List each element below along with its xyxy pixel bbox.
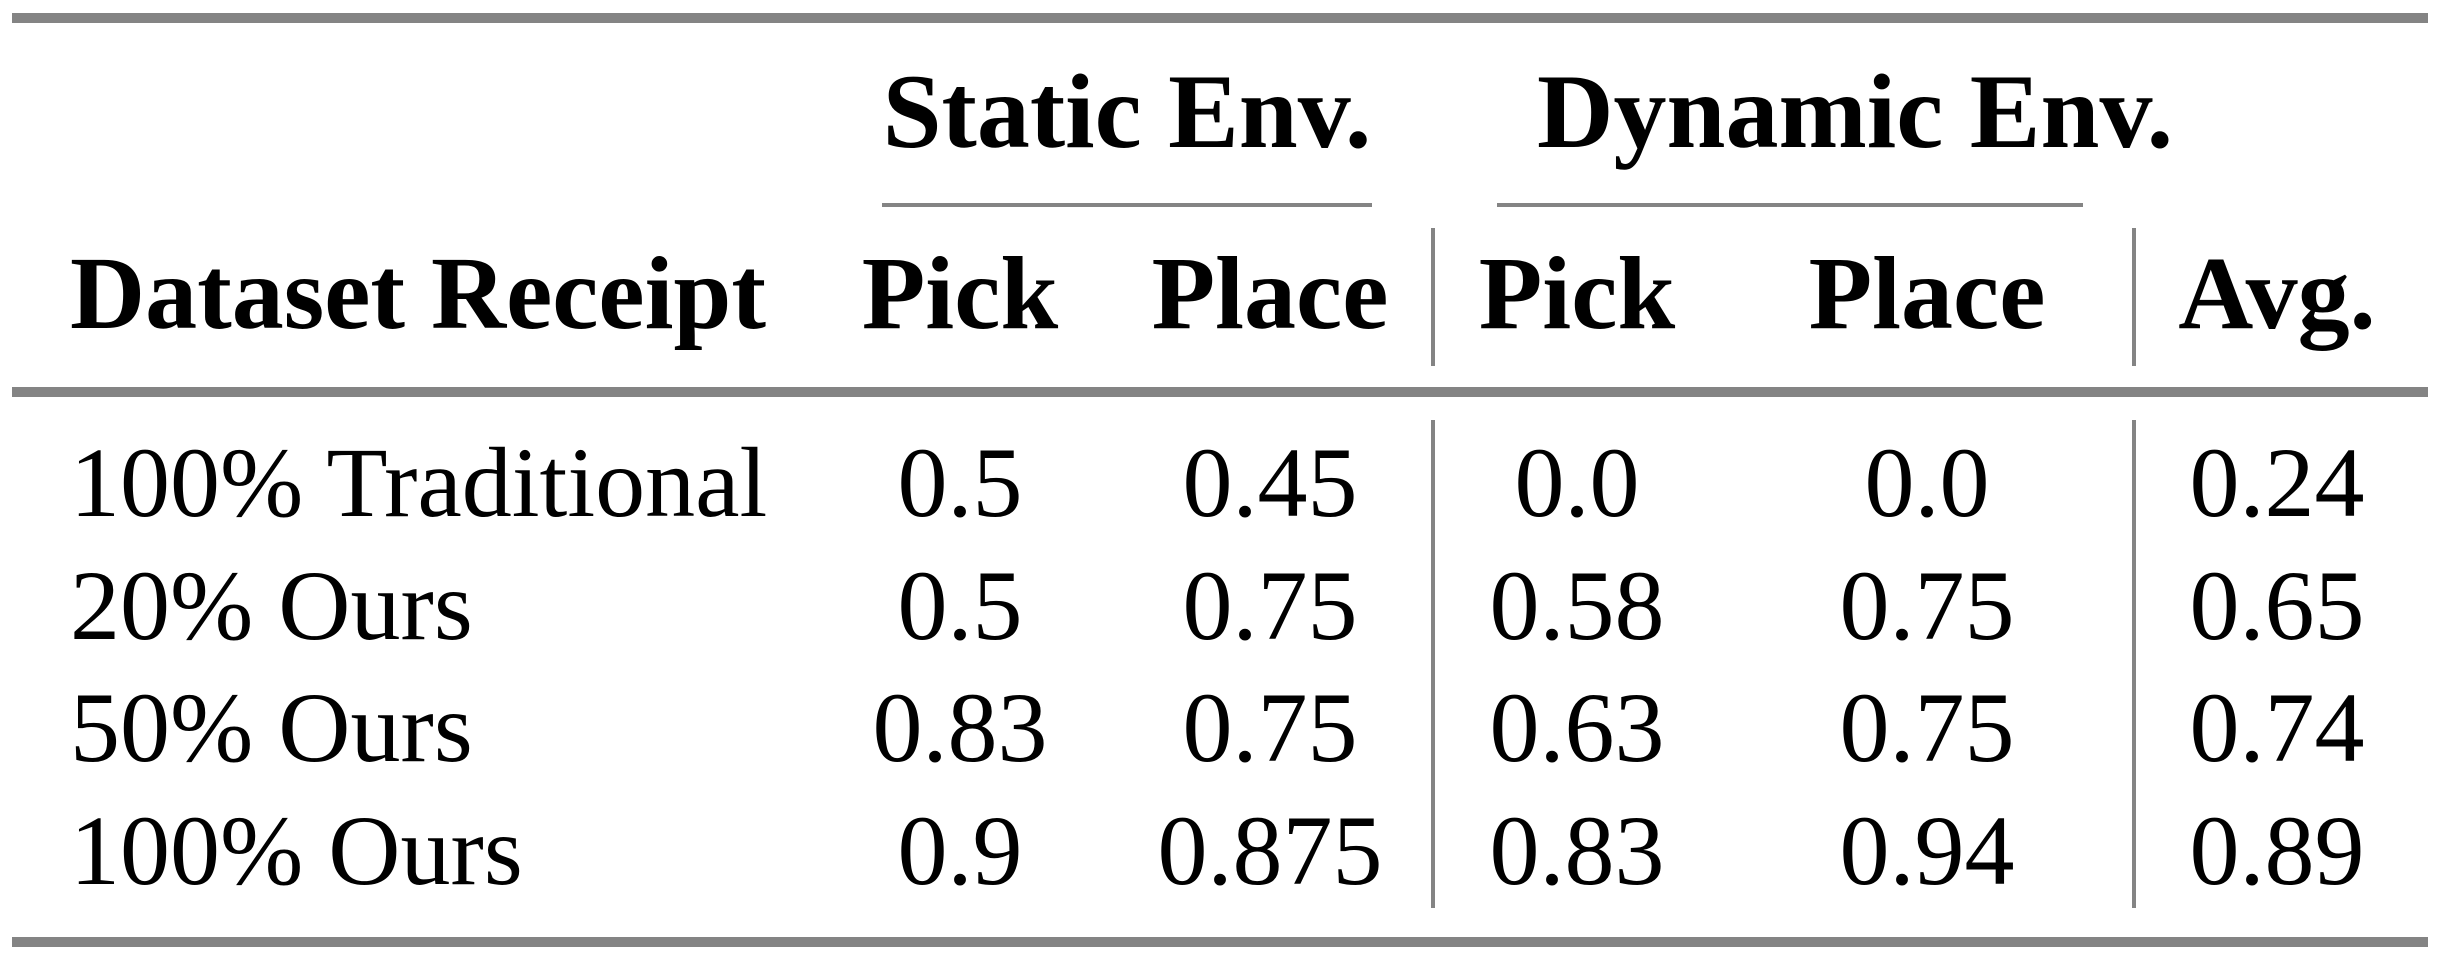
cell-value: 0.75 — [1839, 550, 2015, 661]
row-label: 100% Ours — [70, 795, 523, 906]
row-label: 20% Ours — [70, 550, 473, 661]
cell-value: 0.58 — [1489, 550, 1665, 661]
top-rule — [12, 13, 2428, 23]
cell-value: 0.65 — [2189, 550, 2365, 661]
vertical-separator-1-header — [1431, 228, 1435, 366]
row-label: 50% Ours — [70, 672, 473, 783]
cell-value: 0.45 — [1182, 427, 1358, 538]
row-label: 100% Traditional — [70, 427, 768, 538]
column-header-pick-static: Pick — [861, 236, 1059, 351]
column-header-place-static: Place — [1151, 236, 1389, 351]
cell-value: 0.94 — [1839, 795, 2015, 906]
cell-value: 0.5 — [897, 550, 1023, 661]
cell-value: 0.75 — [1182, 672, 1358, 783]
cell-value: 0.875 — [1157, 795, 1383, 906]
cmidrule-dynamic-env — [1497, 203, 2083, 207]
vertical-separator-2-body — [2132, 420, 2136, 908]
column-header-dataset-receipt: Dataset Receipt — [70, 236, 766, 351]
column-header-place-dynamic: Place — [1808, 236, 2046, 351]
cell-value: 0.75 — [1839, 672, 2015, 783]
cell-value: 0.89 — [2189, 795, 2365, 906]
vertical-separator-1-body — [1431, 420, 1435, 908]
vertical-separator-2-header — [2132, 228, 2136, 366]
bottom-rule — [12, 937, 2428, 947]
group-header-dynamic-env: Dynamic Env. — [1537, 53, 2174, 170]
column-header-pick-dynamic: Pick — [1478, 236, 1676, 351]
mid-rule — [12, 387, 2428, 397]
cell-value: 0.9 — [897, 795, 1023, 906]
cell-value: 0.75 — [1182, 550, 1358, 661]
cmidrule-static-env — [882, 203, 1372, 207]
group-header-static-env: Static Env. — [882, 53, 1372, 170]
cell-value: 0.5 — [897, 427, 1023, 538]
cell-value: 0.83 — [1489, 795, 1665, 906]
column-header-avg: Avg. — [2178, 236, 2376, 351]
cell-value: 0.83 — [872, 672, 1048, 783]
cell-value: 0.0 — [1514, 427, 1640, 538]
cell-value: 0.74 — [2189, 672, 2365, 783]
cell-value: 0.24 — [2189, 427, 2365, 538]
cell-value: 0.0 — [1864, 427, 1990, 538]
cell-value: 0.63 — [1489, 672, 1665, 783]
